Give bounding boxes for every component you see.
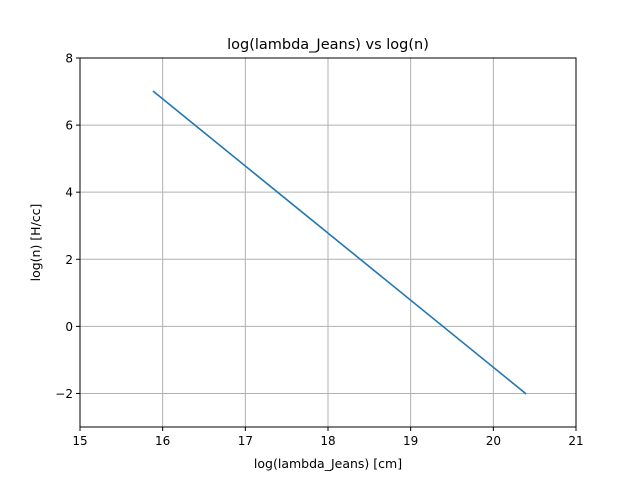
x-tick-label: 18	[320, 434, 335, 448]
x-tick-label: 15	[72, 434, 87, 448]
x-axis-ticks: 15 16 17 18 19 20 21	[72, 427, 584, 448]
x-tick-label: 20	[486, 434, 501, 448]
x-tick-label: 19	[403, 434, 418, 448]
y-tick-label: 8	[65, 52, 73, 66]
series-layer	[152, 90, 527, 395]
y-axis-ticks: −2 0 2 4 6 8	[55, 52, 80, 401]
y-axis-label: log(n) [H/cc]	[28, 204, 43, 282]
x-tick-label: 16	[155, 434, 170, 448]
y-tick-label: 0	[65, 320, 73, 334]
data-series-line	[152, 90, 527, 395]
chart-title: log(lambda_Jeans) vs log(n)	[227, 37, 429, 53]
x-tick-label: 17	[238, 434, 253, 448]
y-tick-label: 6	[65, 119, 73, 133]
y-tick-label: 2	[65, 253, 73, 267]
x-axis-label: log(lambda_Jeans) [cm]	[254, 456, 402, 471]
x-tick-label: 21	[568, 434, 583, 448]
y-tick-label: −2	[55, 387, 73, 401]
y-tick-label: 4	[65, 186, 73, 200]
